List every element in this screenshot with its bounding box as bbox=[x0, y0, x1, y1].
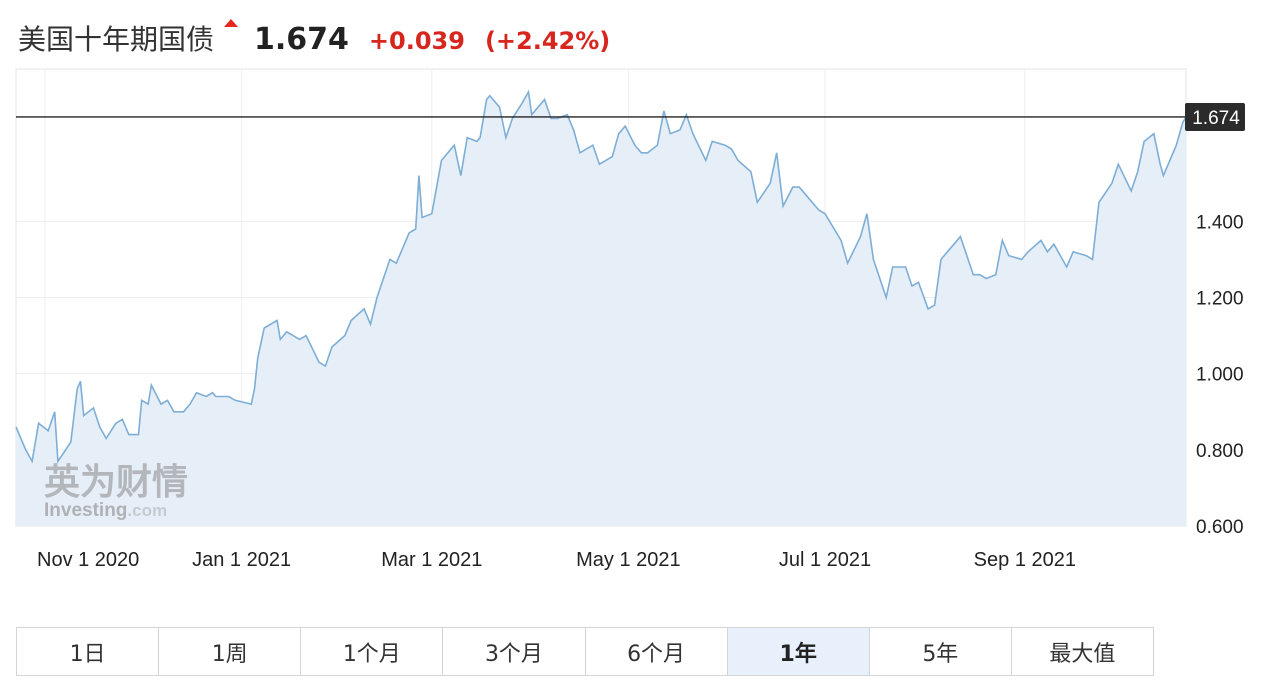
up-triangle-icon bbox=[224, 19, 239, 27]
y-axis-ticks: 0.600 0.800 1.000 1.200 1.400 bbox=[1196, 212, 1244, 538]
price-chart[interactable]: 英为财情 Investing.com 0.600 0.800 1.000 1.200 1… bbox=[0, 0, 1267, 610]
x-tick-label: Nov 1 2020 bbox=[37, 549, 139, 571]
range-button[interactable]: 5年 bbox=[869, 628, 1012, 675]
x-tick-label: Sep 1 2021 bbox=[974, 549, 1076, 571]
x-tick-label: Mar 1 2021 bbox=[381, 549, 482, 571]
last-value-badge: 1.674 bbox=[1185, 102, 1245, 131]
range-button[interactable]: 1个月 bbox=[301, 628, 444, 675]
y-tick-label: 1.200 bbox=[1196, 289, 1244, 310]
range-button[interactable]: 1周 bbox=[159, 628, 302, 675]
range-button[interactable]: 6个月 bbox=[585, 628, 728, 675]
range-button[interactable]: 最大值 bbox=[1011, 628, 1153, 675]
x-axis-ticks: Nov 1 2020 Jan 1 2021 Mar 1 2021 May 1 2021… bbox=[37, 549, 1076, 571]
time-range-selector: 1日 1周 1个月 3个月 6个月 1年 5年 最大值 bbox=[16, 627, 1154, 676]
last-price: 1.674 bbox=[254, 22, 349, 57]
x-tick-label: Jul 1 2021 bbox=[779, 549, 871, 571]
range-button[interactable]: 1年 bbox=[727, 628, 870, 675]
y-tick-label: 0.600 bbox=[1196, 517, 1244, 538]
last-value-label: 1.674 bbox=[1192, 108, 1240, 129]
watermark-brand-suffix: .com bbox=[127, 501, 167, 520]
price-change: +0.039 bbox=[368, 27, 465, 55]
y-tick-label: 0.800 bbox=[1196, 441, 1244, 462]
instrument-name: 美国十年期国债 bbox=[18, 23, 215, 56]
quote-header: 美国十年期国债 1.674 +0.039 (+2.42%) bbox=[18, 18, 610, 62]
watermark-brand-name: Investing bbox=[44, 500, 127, 521]
y-tick-label: 1.400 bbox=[1196, 212, 1244, 233]
price-change-percent: (+2.42%) bbox=[484, 27, 611, 55]
range-button[interactable]: 1日 bbox=[17, 628, 160, 675]
last-value-badge-bg bbox=[1185, 102, 1245, 131]
investing-watermark: 英为财情 Investing.com bbox=[44, 462, 188, 521]
x-tick-label: Jan 1 2021 bbox=[192, 549, 291, 571]
range-button[interactable]: 3个月 bbox=[443, 628, 586, 675]
watermark-brand-cn: 英为财情 bbox=[44, 462, 188, 503]
series-line bbox=[15, 89, 1187, 464]
area-fill bbox=[16, 91, 1186, 527]
x-tick-label: May 1 2021 bbox=[576, 549, 681, 571]
y-tick-label: 1.000 bbox=[1196, 365, 1244, 386]
watermark-brand-en: Investing.com bbox=[44, 500, 167, 521]
